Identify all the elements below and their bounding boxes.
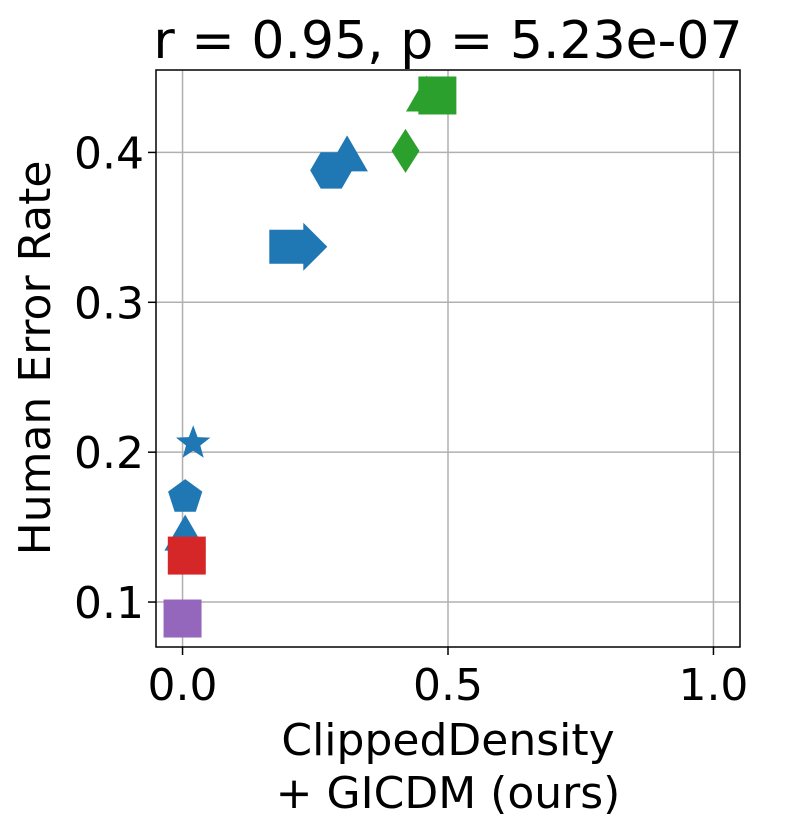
grid-lines — [156, 70, 740, 647]
axis-ticks: 0.0 0.5 1.0 0.1 0.2 0.3 0.4 — [74, 128, 748, 711]
x-tick-label: 1.0 — [678, 660, 748, 711]
data-point-diamond — [391, 128, 420, 173]
data-point-square — [163, 599, 202, 638]
y-axis-label: Human Error Rate — [10, 161, 61, 556]
data-point-square — [167, 536, 206, 575]
chart-title: r = 0.95, p = 5.23e-07 — [153, 11, 742, 71]
y-tick-label: 0.1 — [74, 578, 144, 629]
y-tick-label: 0.2 — [74, 428, 144, 479]
plot-frame — [155, 69, 741, 648]
y-tick-label: 0.3 — [74, 278, 144, 329]
data-point-arrow-right — [269, 222, 328, 271]
data-point-hexagon — [310, 152, 353, 189]
x-axis-label-line-2: + GICDM (ours) — [276, 768, 621, 819]
x-tick-label: 0.5 — [413, 660, 483, 711]
data-point-triangle-up — [406, 75, 448, 112]
y-tick-label: 0.4 — [74, 128, 144, 179]
data-point-star — [176, 425, 211, 458]
x-axis-label-line-1: ClippedDensity — [281, 715, 614, 766]
data-points — [163, 75, 457, 638]
x-tick-label: 0.0 — [148, 660, 218, 711]
data-point-pentagon — [168, 479, 203, 512]
